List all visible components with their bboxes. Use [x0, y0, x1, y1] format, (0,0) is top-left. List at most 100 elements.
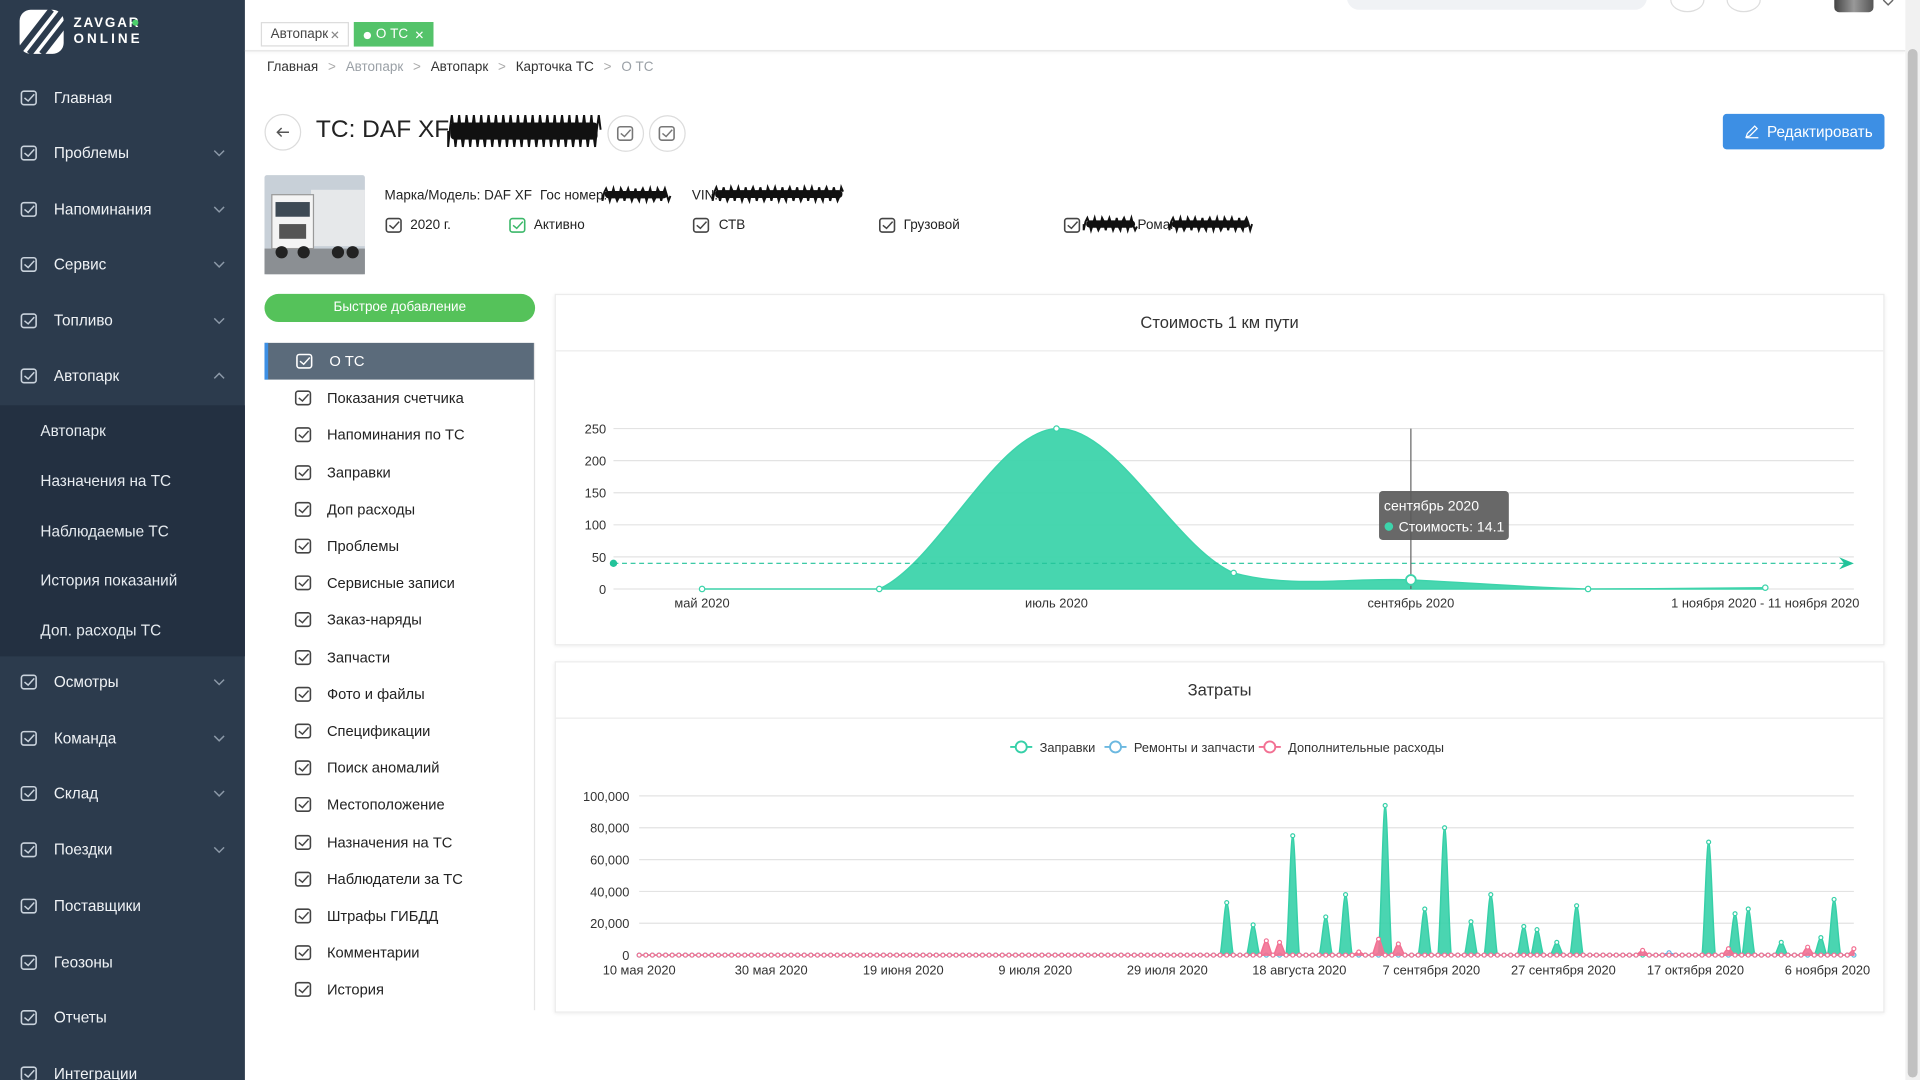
menu-item[interactable]: Заказ-наряды	[264, 602, 533, 639]
info-icon	[385, 217, 402, 233]
tab-label: Автопарк	[270, 26, 329, 42]
menu-item[interactable]: Сервисные записи	[264, 565, 533, 602]
sidebar-item[interactable]: Интеграции	[0, 1052, 245, 1080]
tab-close-cross	[415, 31, 423, 39]
back-arrow	[276, 127, 289, 138]
sidebar-item[interactable]: Команда	[0, 716, 245, 760]
icon-shape	[24, 957, 35, 966]
tab-close[interactable]	[331, 31, 339, 39]
menu-item[interactable]: Штрафы ГИБДД	[264, 898, 533, 935]
icon-shape	[294, 501, 312, 517]
menu-item[interactable]: Спецификации	[264, 713, 533, 750]
title-icon-button[interactable]	[648, 115, 686, 152]
menu-item[interactable]: Доп расходы	[264, 491, 533, 528]
chevron	[213, 735, 225, 742]
breadcrumb-item[interactable]: Автопарк	[345, 60, 404, 75]
icon-shape	[24, 371, 35, 380]
top-icon-button[interactable]	[1726, 0, 1761, 13]
menu-icon	[294, 871, 312, 887]
menu-item[interactable]: История	[264, 971, 533, 1008]
sidebar-label: Автопарк	[53, 367, 120, 385]
chevron	[213, 206, 225, 213]
icon-shape	[24, 316, 35, 325]
icon-shape	[24, 204, 35, 214]
menu-item[interactable]: Поиск аномалий	[264, 750, 533, 787]
menu-item[interactable]: Показания счетчика	[264, 380, 533, 417]
quick-add-button[interactable]: Быстрое добавление	[264, 293, 536, 323]
icon-shape	[658, 125, 675, 142]
icon-shape	[24, 260, 35, 269]
icon-shape	[298, 504, 310, 514]
menu-icon	[294, 982, 312, 998]
sidebar-item[interactable]: Осмотры	[0, 660, 245, 704]
sidebar-item[interactable]: Поставщики	[0, 884, 245, 928]
scrollbar-thumb[interactable]	[1907, 48, 1918, 1078]
submenu-item[interactable]: История показаний	[40, 572, 178, 590]
sidebar-item[interactable]: Топливо	[0, 298, 245, 342]
top-icon-button[interactable]	[1670, 0, 1705, 13]
tab[interactable]: Автопарк	[260, 22, 349, 47]
sidebar-icon	[20, 146, 37, 162]
menu-item[interactable]: Наблюдатели за ТС	[264, 861, 533, 898]
tab[interactable]: О ТС	[353, 22, 434, 47]
sidebar-item[interactable]: Геозоны	[0, 940, 245, 984]
menu-item[interactable]: О ТС	[264, 342, 534, 380]
icon-shape	[298, 763, 310, 773]
sidebar-label: Осмотры	[53, 673, 119, 691]
sidebar-item[interactable]: Автопарк	[0, 354, 245, 398]
sidebar-item[interactable]: Поездки	[0, 828, 245, 872]
icon-shape	[298, 985, 310, 994]
menu-label: Показания счетчика	[326, 389, 464, 407]
icon-shape	[298, 948, 310, 957]
photo-wheel	[275, 246, 288, 259]
icon-shape	[24, 1013, 35, 1022]
menu-item[interactable]: Назначения на ТС	[264, 824, 533, 861]
submenu-item[interactable]: Наблюдаемые ТС	[40, 522, 169, 540]
edit-button[interactable]: Редактировать	[1722, 113, 1885, 150]
sidebar-label: Напоминания	[53, 200, 152, 218]
icon-shape	[24, 845, 35, 854]
menu-item[interactable]: Фото и файлы	[264, 676, 533, 713]
icon-shape	[299, 357, 311, 366]
breadcrumb-item[interactable]: Главная	[266, 60, 319, 75]
sidebar-item[interactable]: Проблемы	[0, 131, 245, 175]
redaction-fill	[450, 122, 598, 140]
submenu-item[interactable]: Назначения на ТС	[40, 472, 172, 490]
icon-shape	[696, 221, 708, 230]
submenu-item[interactable]: Доп. расходы ТС	[40, 622, 162, 640]
menu-item[interactable]: Запчасти	[264, 639, 533, 676]
icon-shape	[298, 689, 310, 699]
breadcrumb-item[interactable]: Карточка ТС	[515, 60, 594, 75]
icon-shape	[298, 800, 310, 810]
icon-shape	[24, 93, 35, 103]
sidebar-item[interactable]: Склад	[0, 772, 245, 816]
info-kind: Грузовой	[903, 217, 960, 233]
icon-shape	[298, 578, 310, 588]
sidebar-item[interactable]: Сервис	[0, 243, 245, 287]
icon-shape	[882, 221, 894, 230]
sidebar-item[interactable]: Главная	[0, 76, 245, 120]
menu-item[interactable]: Комментарии	[264, 935, 533, 972]
menu-label: Заказ-наряды	[326, 611, 422, 629]
back-button[interactable]	[264, 113, 302, 151]
menu-item[interactable]: Заправки	[264, 454, 533, 491]
menu-icon	[294, 760, 312, 776]
menu-label: Комментарии	[326, 944, 420, 962]
menu-icon	[294, 427, 312, 443]
menu-item[interactable]: Напоминания по ТС	[264, 417, 533, 454]
breadcrumb-separator: >	[498, 60, 506, 75]
icon-shape	[20, 674, 37, 690]
submenu-item[interactable]: Автопарк	[40, 422, 106, 440]
menu-item[interactable]: Местоположение	[264, 787, 533, 824]
sidebar-item[interactable]: Отчеты	[0, 996, 245, 1040]
tab-close[interactable]	[415, 31, 423, 39]
menu-item[interactable]: Проблемы	[264, 528, 533, 565]
logo-stripe	[26, 7, 67, 56]
breadcrumb-item[interactable]: Автопарк	[430, 60, 489, 75]
title-icon-button[interactable]	[607, 115, 645, 152]
redaction-fill	[1171, 220, 1249, 228]
chevron	[213, 317, 225, 324]
sidebar-item[interactable]: Напоминания	[0, 187, 245, 231]
